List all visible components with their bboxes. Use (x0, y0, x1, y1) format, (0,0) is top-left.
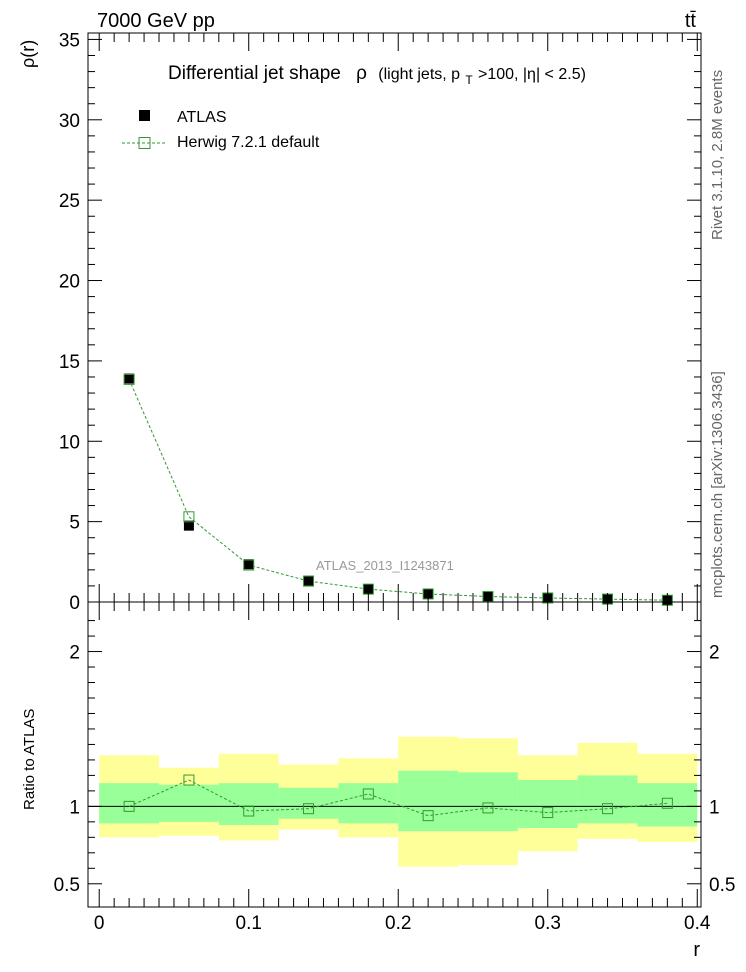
ratio-plot-panel: 0.5 0.5 1 1 2 2 0 0.1 0.2 0.3 0.4 Ratio to ATLAS r (21, 601, 735, 961)
ratio-point (362, 788, 374, 800)
ratio-point (661, 797, 673, 809)
mcplots-label: mcplots.cern.ch [arXiv:1306.3436] (709, 371, 726, 598)
plot-title-detail-b: >100, |η| < 2.5) (478, 66, 586, 83)
ratio-point (183, 774, 195, 786)
legend-herwig-marker (138, 137, 151, 149)
ratio-inner-band (577, 775, 638, 824)
ratio-y-tick-label-right: 2 (709, 643, 720, 664)
ratio-inner-band (159, 784, 219, 822)
ratio-plot-axes: 0.5 0.5 1 1 2 2 0 0.1 0.2 0.3 0.4 (54, 602, 735, 934)
analysis-watermark: ATLAS_2013_I1243871 (316, 558, 454, 573)
ratio-y-tick-label-right: 0.5 (709, 875, 735, 896)
main-y-axis-label: ρ(r) (18, 40, 38, 68)
x-axis-label: r (693, 939, 700, 961)
x-tick-label: 0 (94, 913, 105, 934)
atlas-point (183, 520, 194, 531)
ratio-y-axis-label: Ratio to ATLAS (21, 709, 38, 810)
ratio-point (602, 803, 614, 815)
legend-atlas-label: ATLAS (177, 109, 227, 126)
energy-label: 7000 GeV pp (97, 10, 215, 32)
main-y-tick-label: 5 (69, 513, 80, 534)
ratio-point (542, 807, 554, 819)
ratio-point (422, 810, 434, 822)
plot-title: Differential jet shape ρ (light jets, p … (168, 63, 586, 89)
main-y-tick-label: 35 (59, 30, 80, 51)
atlas-point (363, 584, 374, 595)
legend: ATLAS Herwig 7.2.1 default (122, 109, 320, 151)
rivet-label: Rivet 3.1.10, 2.8M events (709, 70, 726, 240)
plot-title-detail-a: (light jets, p (378, 66, 460, 83)
main-y-tick-label: 20 (59, 272, 80, 293)
main-y-tick-label: 30 (59, 111, 80, 132)
ratio-inner-band (637, 783, 698, 827)
ratio-plot-marks (123, 774, 673, 822)
main-y-tick-label: 15 (59, 352, 80, 373)
ratio-plot-frame (87, 601, 702, 908)
ratio-series-line (128, 779, 668, 817)
main-plot-axes: 0 5 10 15 20 25 30 35 (59, 30, 701, 614)
herwig-point (243, 559, 255, 571)
ratio-inner-band (218, 783, 279, 825)
legend-atlas-marker (139, 110, 150, 121)
ratio-inner-band (517, 780, 578, 829)
atlas-point (124, 373, 135, 384)
herwig-point (303, 575, 315, 587)
main-plot-panel: 0 5 10 15 20 25 30 35 Differential jet shape ρ … (18, 30, 702, 614)
ratio-inner-band (338, 783, 399, 824)
main-y-tick-label: 10 (59, 432, 80, 453)
ratio-point (123, 800, 135, 812)
ratio-y-tick-label: 0.5 (54, 875, 80, 896)
process-label: tt̄ (685, 10, 697, 32)
ratio-point (243, 805, 255, 817)
ratio-bands (99, 736, 698, 867)
atlas-point (303, 575, 314, 586)
ratio-inner-band (458, 772, 518, 832)
herwig-point (183, 511, 195, 523)
plot-title-rho: ρ (356, 63, 367, 84)
x-tick-label: 0.3 (535, 913, 561, 934)
ratio-point (482, 802, 494, 814)
plot-title-main: Differential jet shape (168, 63, 341, 84)
ratio-point (303, 803, 315, 815)
ratio-y-tick-label-right: 1 (709, 797, 720, 818)
main-y-tick-label: 25 (59, 191, 80, 212)
ratio-y-tick-label: 2 (69, 643, 80, 664)
herwig-point (123, 373, 135, 385)
main-y-tick-label: 0 (69, 593, 80, 614)
x-tick-label: 0.4 (684, 913, 711, 934)
legend-herwig-label: Herwig 7.2.1 default (177, 134, 320, 151)
plot-title-detail-sub: T (465, 73, 473, 87)
ratio-y-tick-label: 1 (69, 797, 80, 818)
ratio-inner-band (398, 770, 459, 832)
x-tick-label: 0.1 (236, 913, 262, 934)
ratio-inner-band (99, 783, 160, 824)
x-tick-label: 0.2 (385, 913, 411, 934)
atlas-point (243, 559, 254, 570)
